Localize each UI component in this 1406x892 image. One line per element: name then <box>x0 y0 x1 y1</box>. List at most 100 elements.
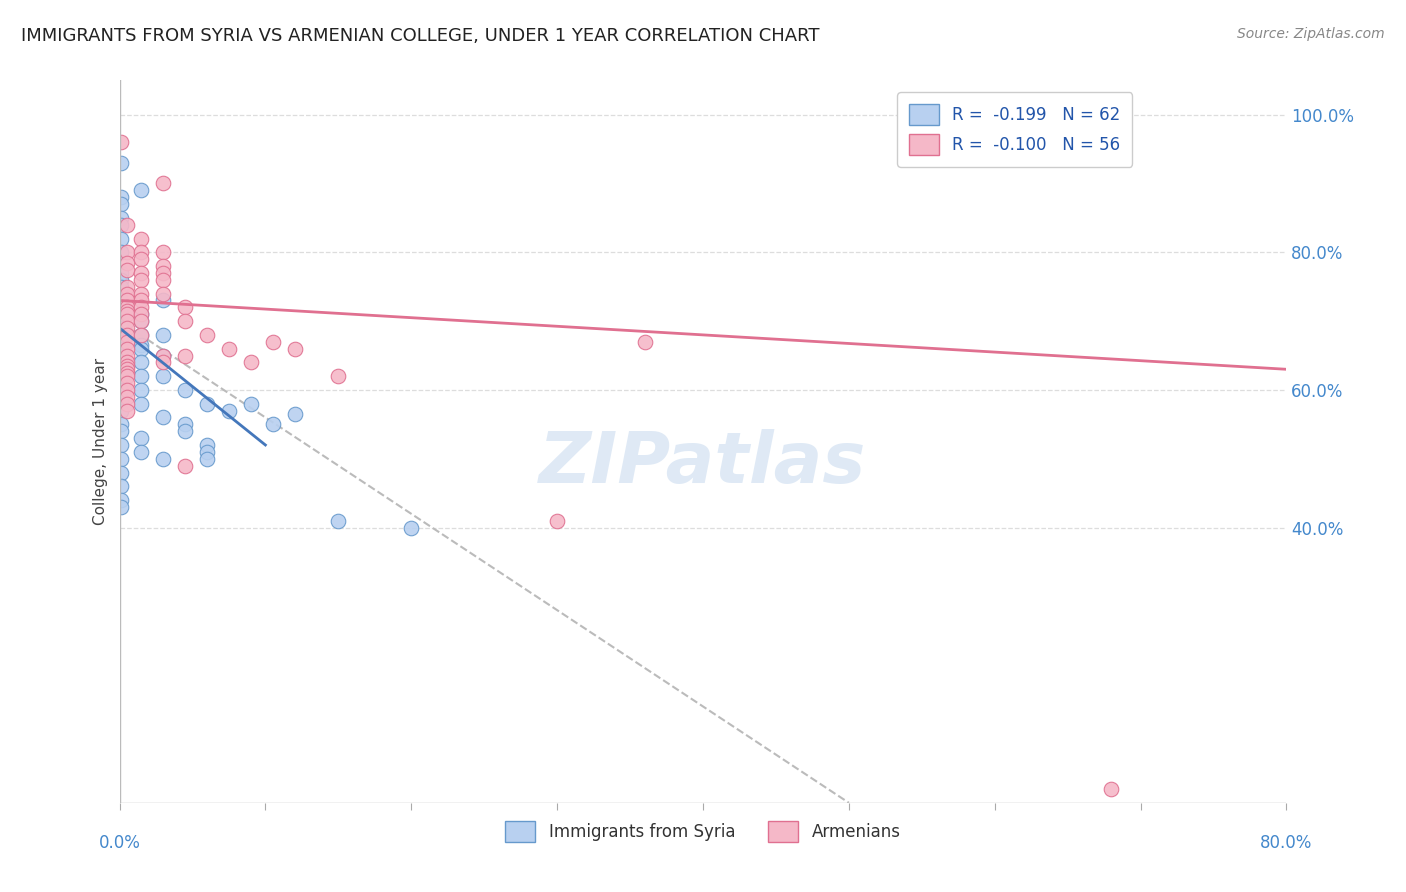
Point <box>115 376 138 390</box>
Point <box>110 493 132 508</box>
Point <box>174 301 197 315</box>
Point <box>110 190 132 204</box>
Point <box>401 520 423 534</box>
Point <box>115 286 138 301</box>
Point <box>174 314 197 328</box>
Point <box>152 355 174 369</box>
Point <box>115 383 138 397</box>
Point <box>115 301 138 315</box>
Point <box>174 383 197 397</box>
Point <box>115 314 138 328</box>
Point <box>131 431 153 445</box>
Point <box>195 445 218 459</box>
Point <box>110 362 132 376</box>
Point <box>239 355 262 369</box>
Point <box>152 293 174 308</box>
Point <box>115 349 138 363</box>
Point <box>115 321 138 335</box>
Point <box>284 407 307 421</box>
Point <box>110 438 132 452</box>
Point <box>115 359 138 373</box>
Point <box>115 255 138 269</box>
Point <box>131 301 153 315</box>
Point <box>152 245 174 260</box>
Point <box>115 403 138 417</box>
Text: Source: ZipAtlas.com: Source: ZipAtlas.com <box>1237 27 1385 41</box>
Text: 80.0%: 80.0% <box>1260 834 1313 852</box>
Point <box>115 279 138 293</box>
Point <box>115 342 138 356</box>
Point <box>152 369 174 384</box>
Point <box>110 307 132 321</box>
Point <box>131 327 153 342</box>
Point <box>131 231 153 245</box>
Point <box>262 417 284 432</box>
Point <box>1101 782 1123 797</box>
Point <box>195 451 218 466</box>
Point <box>152 410 174 425</box>
Point <box>115 366 138 380</box>
Point <box>131 342 153 356</box>
Point <box>131 397 153 411</box>
Point <box>634 334 657 349</box>
Y-axis label: College, Under 1 year: College, Under 1 year <box>93 358 108 525</box>
Point <box>115 327 138 342</box>
Point <box>110 334 132 349</box>
Point <box>131 307 153 321</box>
Point <box>110 318 132 332</box>
Point <box>110 479 132 493</box>
Point <box>115 218 138 232</box>
Point <box>115 245 138 260</box>
Point <box>110 424 132 438</box>
Point <box>110 211 132 225</box>
Legend: Immigrants from Syria, Armenians: Immigrants from Syria, Armenians <box>499 814 907 848</box>
Point <box>152 349 174 363</box>
Point <box>110 293 132 308</box>
Point <box>131 266 153 280</box>
Point <box>115 334 138 349</box>
Point <box>110 403 132 417</box>
Point <box>131 286 153 301</box>
Point <box>262 334 284 349</box>
Point <box>195 438 218 452</box>
Point <box>131 369 153 384</box>
Point <box>110 327 132 342</box>
Point <box>195 397 218 411</box>
Point <box>115 362 138 376</box>
Point <box>110 156 132 170</box>
Point <box>152 451 174 466</box>
Point <box>110 393 132 408</box>
Point <box>131 327 153 342</box>
Point <box>110 383 132 397</box>
Point <box>131 252 153 267</box>
Text: IMMIGRANTS FROM SYRIA VS ARMENIAN COLLEGE, UNDER 1 YEAR CORRELATION CHART: IMMIGRANTS FROM SYRIA VS ARMENIAN COLLEG… <box>21 27 820 45</box>
Point <box>131 183 153 197</box>
Point <box>110 218 132 232</box>
Point <box>174 458 197 473</box>
Point <box>218 342 240 356</box>
Point <box>174 424 197 438</box>
Point <box>110 301 132 315</box>
Point <box>115 262 138 277</box>
Point <box>110 369 132 384</box>
Point <box>110 349 132 363</box>
Point <box>110 500 132 514</box>
Point <box>546 514 568 528</box>
Point <box>110 245 132 260</box>
Point <box>218 403 240 417</box>
Point <box>110 321 132 335</box>
Point <box>131 293 153 308</box>
Point <box>110 231 132 245</box>
Point <box>110 451 132 466</box>
Point <box>152 259 174 273</box>
Point <box>131 245 153 260</box>
Point <box>110 310 132 325</box>
Point <box>152 327 174 342</box>
Point <box>115 397 138 411</box>
Point <box>328 514 350 528</box>
Point <box>152 273 174 287</box>
Point <box>195 327 218 342</box>
Point <box>131 355 153 369</box>
Point <box>131 307 153 321</box>
Point <box>115 390 138 404</box>
